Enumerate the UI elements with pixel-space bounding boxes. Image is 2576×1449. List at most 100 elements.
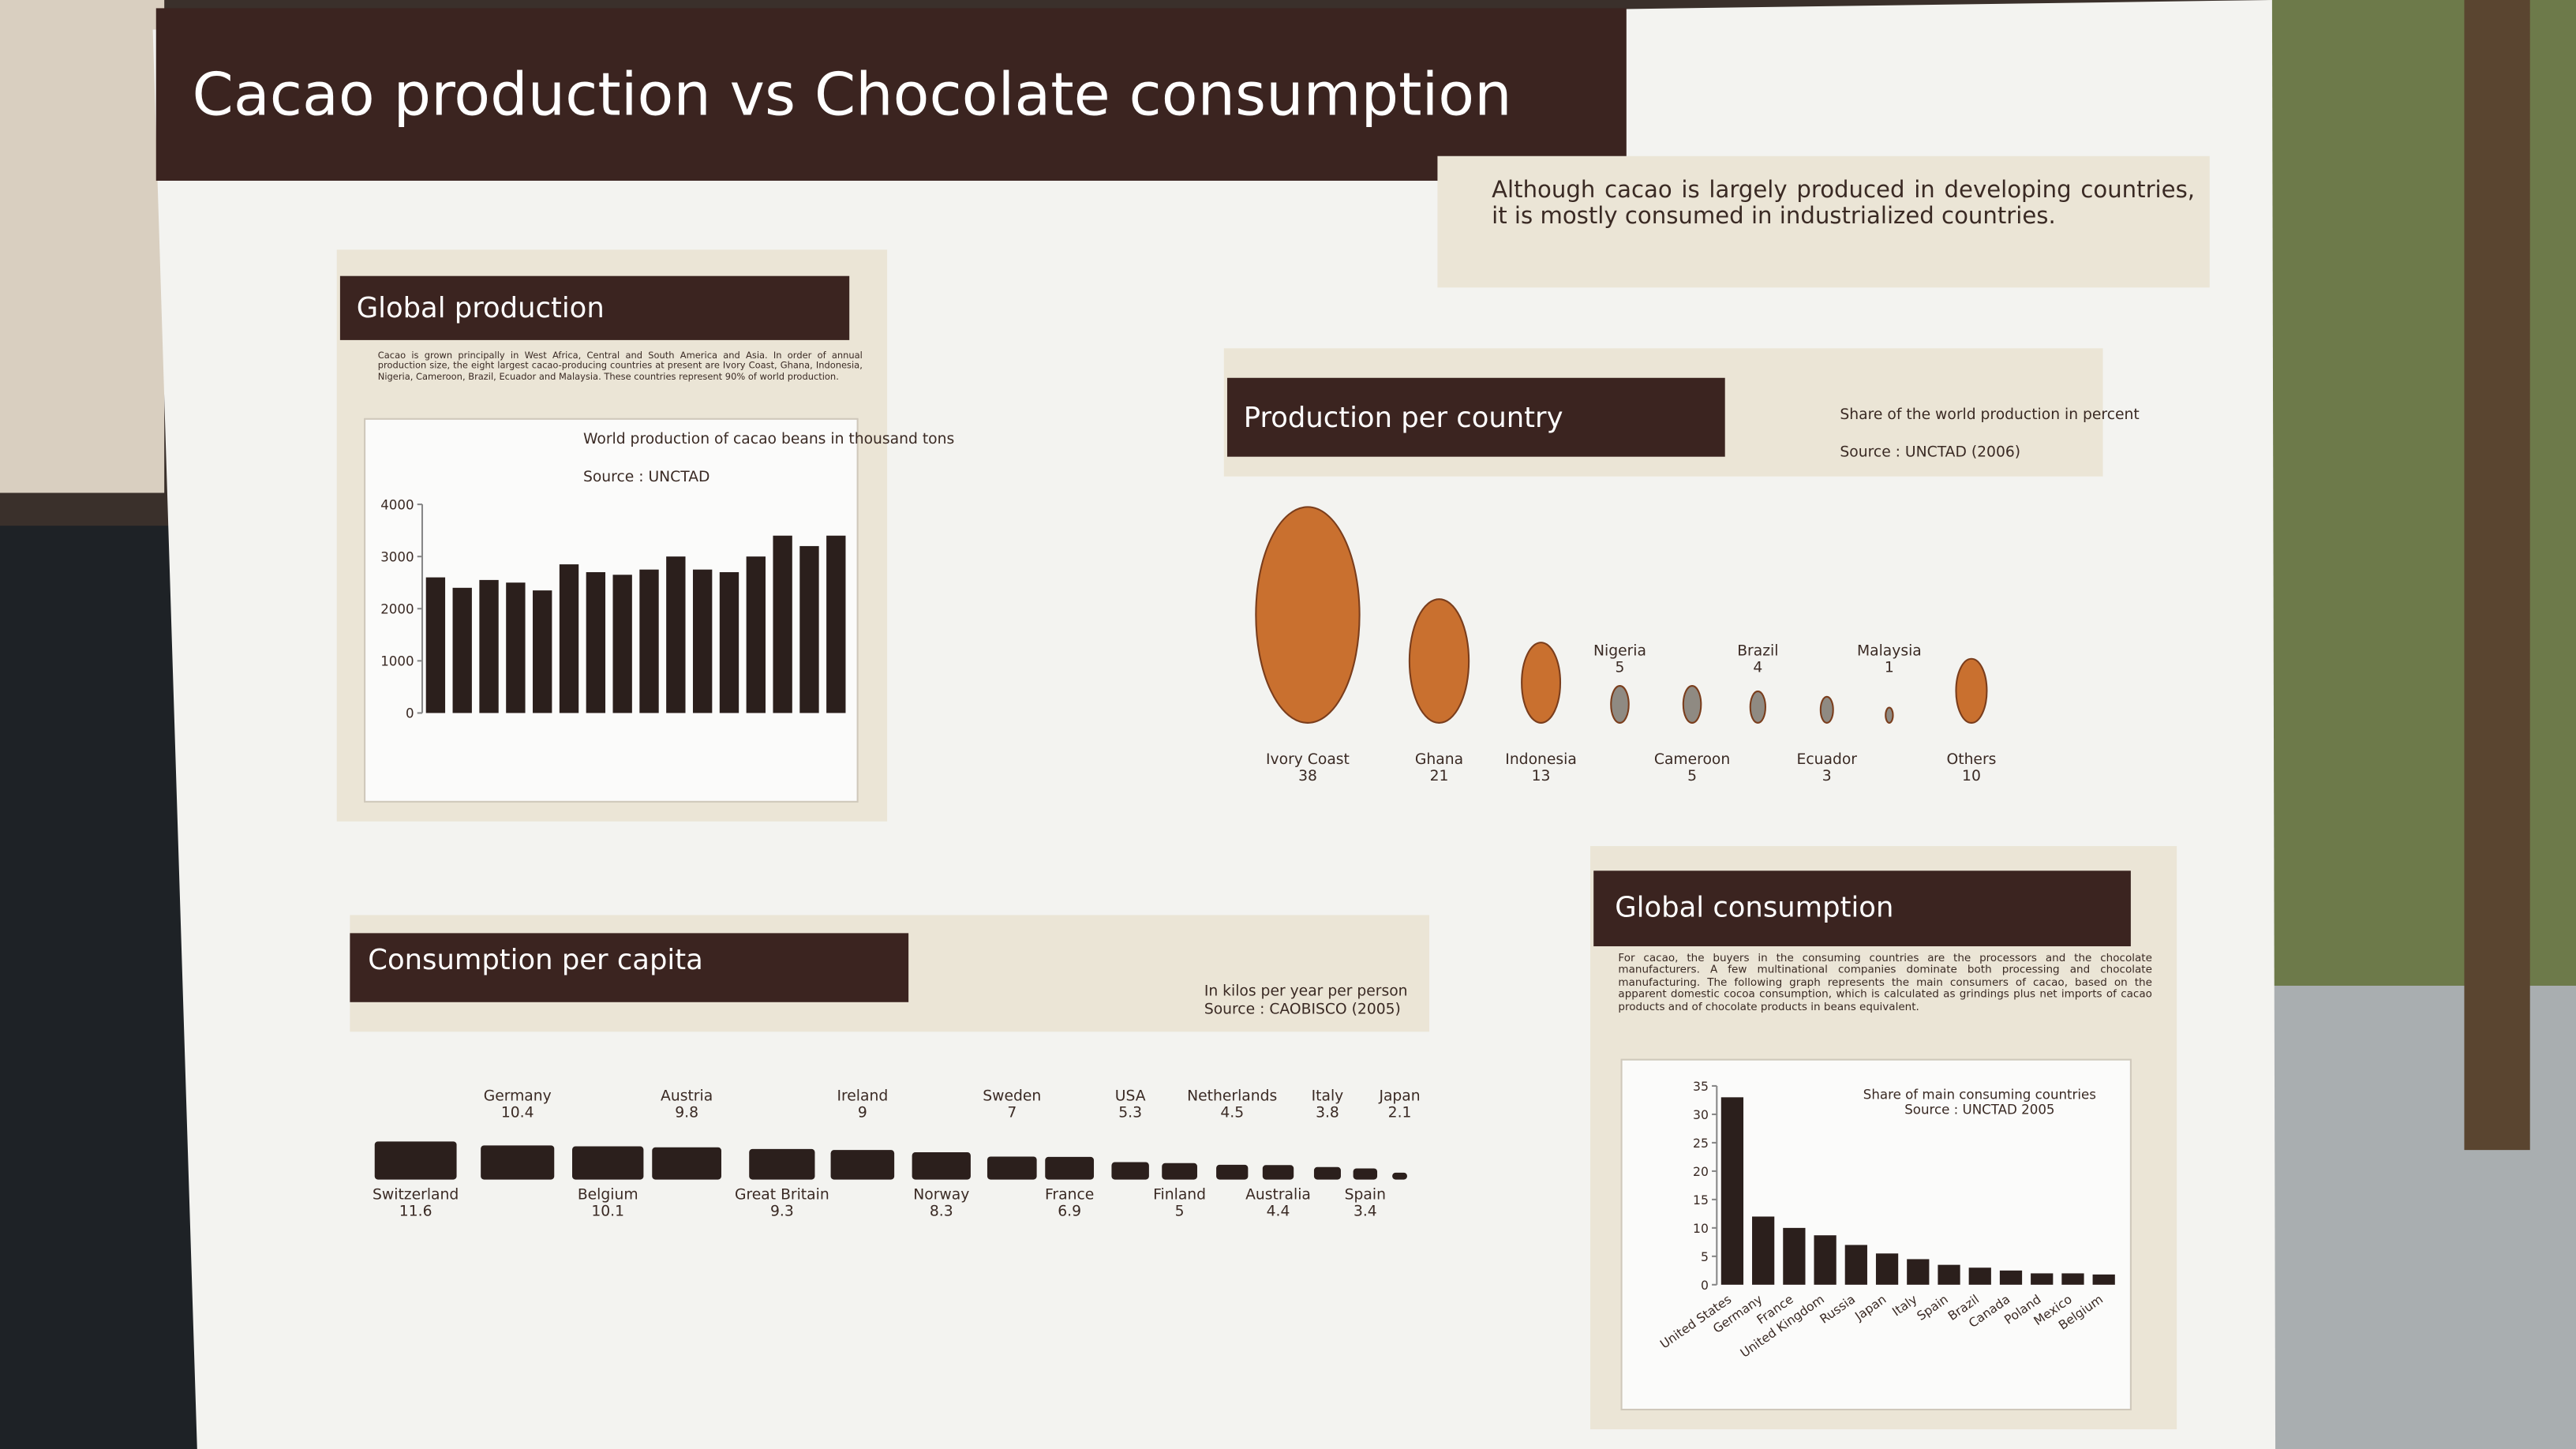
kilos-label: 3.4: [1354, 1203, 1377, 1219]
kilos-label: 8.3: [930, 1203, 953, 1219]
y-tick-label: 1000: [380, 654, 414, 669]
share-label: 4: [1753, 659, 1762, 676]
country-name: Belgium: [578, 1187, 638, 1204]
chocolate-block: [749, 1148, 815, 1180]
country-name: Finland: [1153, 1187, 1206, 1204]
bar: [612, 575, 632, 713]
section-heading: Production per country: [1244, 402, 1563, 434]
country-name: Nigeria: [1593, 643, 1646, 660]
y-tick-label: 2000: [380, 601, 414, 616]
bar: [533, 590, 552, 713]
share-label: 3: [1822, 768, 1832, 784]
chocolate-block: [1111, 1162, 1149, 1180]
chocolate-block: [1162, 1163, 1197, 1180]
cacao-pod: [1610, 685, 1630, 724]
y-tick-label: 20: [1693, 1165, 1709, 1179]
kilos-label: 9.3: [770, 1203, 794, 1219]
chocolate-block: [830, 1150, 895, 1180]
y-tick-label: 3000: [380, 549, 414, 564]
chocolate-block: [912, 1152, 971, 1180]
country-name: Ecuador: [1797, 751, 1858, 768]
chocolate-block: [1045, 1156, 1095, 1180]
share-label: 13: [1532, 768, 1551, 784]
country-name: Japan: [1378, 1088, 1420, 1105]
bar: [425, 577, 446, 713]
y-tick-label: 0: [406, 706, 414, 721]
chart-source: Source : CAOBISCO (2005): [1204, 1001, 1401, 1017]
bar: [639, 569, 659, 713]
bar: [1938, 1264, 1960, 1285]
side-board: [0, 0, 165, 493]
country-name: Netherlands: [1187, 1088, 1277, 1105]
chocolate-block: [1313, 1166, 1341, 1180]
kilos-label: 10.4: [501, 1105, 534, 1121]
kilos-label: 9.8: [675, 1105, 698, 1121]
intro-box: [1437, 155, 2210, 288]
kilos-label: 6.9: [1058, 1203, 1081, 1219]
share-label: 1: [1885, 659, 1894, 676]
y-tick-label: 15: [1693, 1193, 1709, 1208]
chocolate-block: [987, 1156, 1037, 1180]
bar: [1752, 1216, 1775, 1285]
country-name: Indonesia: [1505, 751, 1577, 768]
section-heading: Global consumption: [1615, 892, 1893, 924]
bar: [719, 571, 739, 713]
country-name: Austria: [661, 1088, 713, 1105]
kilos-label: 5.3: [1118, 1105, 1142, 1121]
section-text: Cacao is grown principally in West Afric…: [377, 351, 863, 383]
chart-source: Source : UNCTAD: [583, 469, 710, 485]
poster-title: Cacao production vs Chocolate consumptio…: [193, 60, 1512, 129]
cacao-pod: [1255, 506, 1361, 724]
cacao-pod: [1885, 706, 1894, 724]
bar: [1999, 1270, 2023, 1285]
country-name: Cameroon: [1654, 751, 1730, 768]
bar: [2031, 1273, 2054, 1285]
heading-bar: [339, 275, 850, 340]
bar: [586, 571, 606, 713]
cacao-pod: [1682, 685, 1702, 724]
share-label: 21: [1430, 768, 1449, 784]
bar: [1844, 1245, 1867, 1285]
chocolate-block: [1392, 1172, 1407, 1180]
section-heading: Global production: [357, 292, 605, 324]
chart-note: In kilos per year per person: [1204, 983, 1408, 999]
bar: [2061, 1273, 2084, 1285]
heading-bar: [350, 933, 909, 1002]
kilos-label: 4.4: [1267, 1203, 1290, 1219]
bar: [1720, 1097, 1744, 1285]
visitor: [0, 526, 197, 1449]
country-name: France: [1045, 1187, 1094, 1204]
country-name: Ireland: [837, 1088, 888, 1105]
cacao-pod: [1819, 695, 1834, 724]
country-name: Brazil: [1737, 643, 1778, 660]
share-label: 10: [1962, 768, 1981, 784]
bar: [559, 564, 579, 713]
chocolate-block: [1353, 1168, 1378, 1180]
bar: [1907, 1259, 1930, 1285]
chocolate-block: [1262, 1165, 1294, 1180]
country-name: Germany: [484, 1088, 552, 1105]
bar: [692, 569, 713, 713]
share-label: 38: [1298, 768, 1317, 784]
kilos-label: 4.5: [1220, 1105, 1244, 1121]
country-name: Ivory Coast: [1266, 751, 1350, 768]
chart-title: World production of cacao beans in thous…: [583, 431, 954, 447]
chocolate-block: [572, 1146, 644, 1180]
bar: [1968, 1267, 1991, 1285]
y-tick-label: 25: [1693, 1136, 1709, 1151]
heading-bar: [1593, 871, 2131, 947]
cacao-pod: [1749, 690, 1766, 724]
y-tick-label: 35: [1693, 1080, 1709, 1094]
section-text: For cacao, the buyers in the consuming c…: [1618, 951, 2152, 1014]
chart-frame: [1620, 1058, 2132, 1411]
chart-source: Source : UNCTAD 2005: [1904, 1102, 2054, 1117]
bar: [746, 556, 766, 713]
kilos-label: 3.8: [1316, 1105, 1339, 1121]
country-name: Sweden: [983, 1088, 1041, 1105]
country-name: Italy: [1312, 1088, 1344, 1105]
cacao-pod: [1408, 598, 1470, 724]
y-tick-label: 5: [1701, 1250, 1709, 1264]
kilos-label: 9: [858, 1105, 867, 1121]
